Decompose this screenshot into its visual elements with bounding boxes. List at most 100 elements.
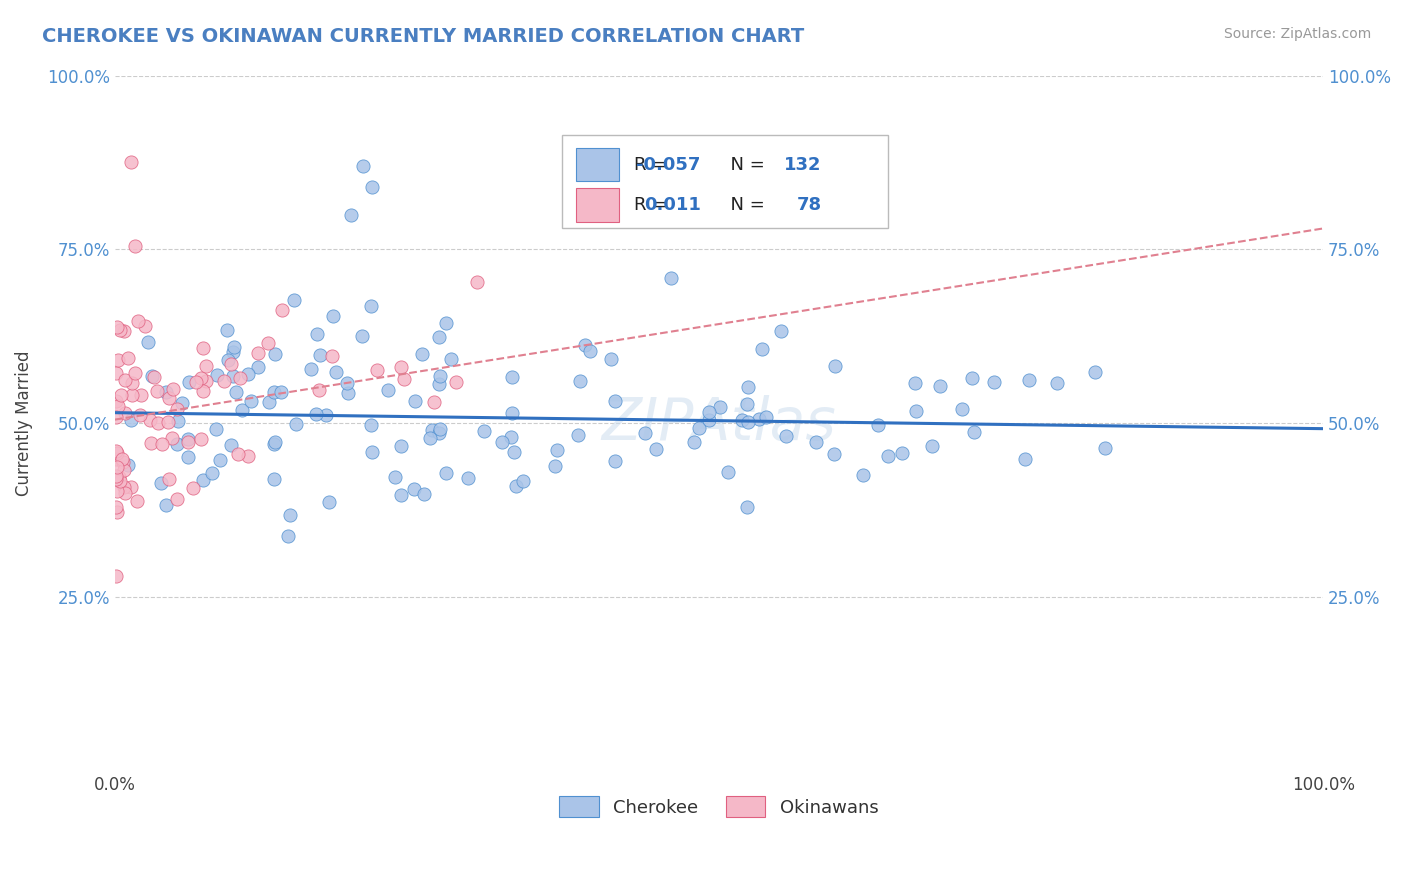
Point: [121, 388, 143, 402]
Text: CHEROKEE VS OKINAWAN CURRENTLY MARRIED CORRELATION CHART: CHEROKEE VS OKINAWAN CURRENTLY MARRIED C…: [42, 27, 804, 45]
Point: [505, 479, 527, 493]
Point: [775, 428, 797, 442]
Point: [166, 437, 188, 451]
Point: [124, 366, 146, 380]
Point: [1018, 373, 1040, 387]
Point: [353, 159, 375, 173]
Point: [236, 449, 259, 463]
Point: [769, 324, 792, 338]
Point: [735, 397, 758, 411]
Point: [105, 445, 128, 459]
Point: [824, 359, 846, 374]
Point: [419, 431, 441, 445]
Point: [104, 500, 127, 514]
Point: [512, 475, 534, 489]
Point: [177, 450, 200, 464]
Point: [634, 426, 657, 441]
Point: [114, 406, 136, 420]
Point: [308, 383, 330, 397]
Point: [366, 363, 388, 377]
Point: [120, 155, 142, 169]
Point: [105, 483, 128, 498]
Point: [1046, 376, 1069, 390]
Point: [325, 366, 347, 380]
Point: [193, 384, 215, 398]
Point: [157, 472, 180, 486]
Point: [194, 359, 217, 374]
Point: [172, 396, 194, 410]
Point: [360, 299, 382, 313]
Point: [501, 406, 523, 420]
Point: [263, 435, 285, 450]
Point: [221, 438, 243, 452]
Point: [201, 466, 224, 480]
Point: [904, 403, 927, 417]
Point: [143, 370, 166, 384]
Point: [309, 348, 332, 362]
Text: 78: 78: [797, 196, 821, 214]
Point: [574, 338, 596, 352]
Point: [215, 322, 238, 336]
Point: [107, 399, 129, 413]
Point: [921, 439, 943, 453]
Point: [963, 425, 986, 439]
Point: [429, 422, 451, 436]
Point: [717, 465, 740, 479]
Point: [1014, 452, 1036, 467]
Point: [120, 480, 142, 494]
Point: [392, 372, 415, 386]
Point: [299, 361, 322, 376]
Point: [339, 208, 361, 222]
Point: [239, 393, 262, 408]
Point: [157, 391, 180, 405]
Point: [434, 466, 457, 480]
Point: [114, 373, 136, 387]
Point: [117, 458, 139, 473]
Text: 132: 132: [785, 155, 821, 174]
Point: [499, 430, 522, 444]
Point: [205, 422, 228, 436]
Point: [904, 376, 927, 391]
Point: [105, 468, 128, 483]
Point: [413, 487, 436, 501]
Point: [166, 491, 188, 506]
Point: [145, 384, 167, 398]
Point: [709, 401, 731, 415]
Point: [420, 423, 443, 437]
Point: [222, 344, 245, 359]
Point: [737, 379, 759, 393]
Point: [336, 376, 359, 390]
Point: [104, 443, 127, 458]
Point: [246, 346, 269, 360]
Point: [465, 275, 488, 289]
Point: [755, 409, 778, 424]
Point: [105, 505, 128, 519]
Point: [603, 454, 626, 468]
Point: [350, 328, 373, 343]
Text: ZIPAtlas: ZIPAtlas: [602, 394, 837, 451]
Point: [283, 293, 305, 308]
Point: [389, 359, 412, 374]
Point: [149, 476, 172, 491]
Point: [139, 413, 162, 427]
Point: [129, 408, 152, 422]
Point: [277, 529, 299, 543]
Point: [114, 480, 136, 494]
Point: [305, 326, 328, 341]
Point: [136, 334, 159, 349]
Point: [336, 386, 359, 401]
Point: [322, 309, 344, 323]
Point: [177, 433, 200, 447]
Text: R =: R =: [634, 155, 668, 174]
Point: [139, 435, 162, 450]
Text: -0.057: -0.057: [637, 155, 700, 174]
Point: [257, 394, 280, 409]
Point: [229, 371, 252, 385]
Point: [682, 434, 704, 449]
Point: [950, 402, 973, 417]
Point: [315, 408, 337, 422]
Point: [804, 435, 827, 450]
Point: [688, 421, 710, 435]
Point: [491, 435, 513, 450]
Point: [222, 340, 245, 354]
